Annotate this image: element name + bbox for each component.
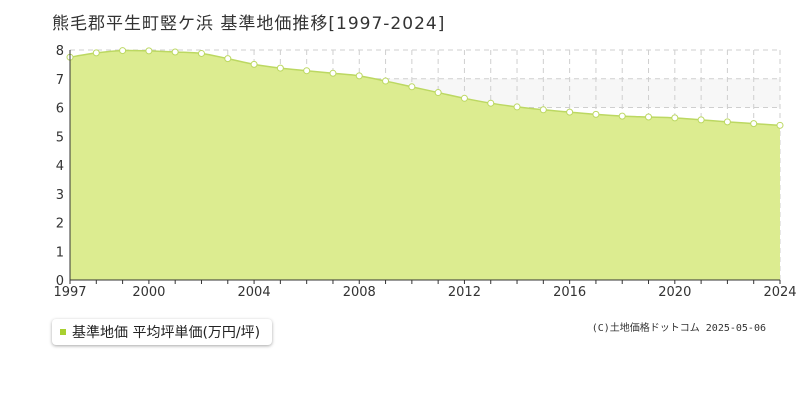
data-point (460, 94, 468, 102)
x-tick-label: 2016 (553, 285, 586, 300)
data-point (303, 67, 311, 75)
y-tick-label: 6 (56, 102, 64, 117)
y-tick-label: 7 (56, 73, 64, 88)
y-tick-label: 3 (56, 188, 64, 203)
data-point (723, 118, 731, 126)
data-point (487, 99, 495, 107)
y-tick-label: 8 (56, 44, 64, 59)
x-tick-label: 2020 (658, 285, 691, 300)
series-line (69, 49, 781, 127)
tick-labels: 0 1 2 3 4 5 6 7 8 1997 2000 2004 2008 2012 2016 2020 202… (53, 44, 796, 300)
x-tick-label: 2004 (238, 285, 271, 300)
chart-title: 熊毛郡平生町竪ケ浜 基準地価推移[1997-2024] (52, 14, 446, 34)
y-tick-label: 4 (56, 159, 64, 174)
data-point (355, 72, 363, 80)
data-point (329, 69, 337, 77)
data-point (566, 108, 574, 116)
data-point (197, 49, 205, 57)
y-tick-label: 0 (56, 274, 64, 289)
credit-text: (C)土地価格ドットコム 2025-05-06 (591, 323, 766, 334)
data-point (171, 48, 179, 56)
x-tick-label: 2012 (448, 285, 481, 300)
axes (69, 50, 781, 284)
legend-label: 基準地価 平均坪単価(万円/坪) (72, 325, 261, 341)
x-tick-label: 2008 (343, 285, 376, 300)
data-point (408, 83, 416, 91)
data-point (382, 77, 390, 85)
data-point (92, 49, 100, 57)
area-fill (70, 50, 780, 281)
data-point (618, 112, 626, 120)
data-point (750, 120, 758, 128)
data-point (645, 113, 653, 121)
y-tick-label: 1 (56, 245, 64, 260)
x-tick-label: 2000 (132, 285, 165, 300)
legend-swatch (60, 329, 66, 335)
data-point (671, 114, 679, 122)
data-point (776, 121, 784, 129)
data-point (276, 64, 284, 72)
data-point (513, 103, 521, 111)
x-tick-label: 2024 (763, 285, 796, 300)
data-point (119, 47, 127, 55)
data-point (592, 110, 600, 118)
data-point (697, 116, 705, 124)
data-point (539, 106, 547, 114)
x-tick-label: 1997 (53, 285, 86, 300)
y-tick-label: 5 (56, 130, 64, 145)
legend: 基準地価 平均坪単価(万円/坪) (52, 319, 273, 345)
y-tick-label: 2 (56, 217, 64, 232)
data-points (66, 47, 784, 129)
data-point (250, 60, 258, 68)
data-point (434, 89, 442, 97)
data-point (224, 55, 232, 63)
data-point (145, 47, 153, 55)
